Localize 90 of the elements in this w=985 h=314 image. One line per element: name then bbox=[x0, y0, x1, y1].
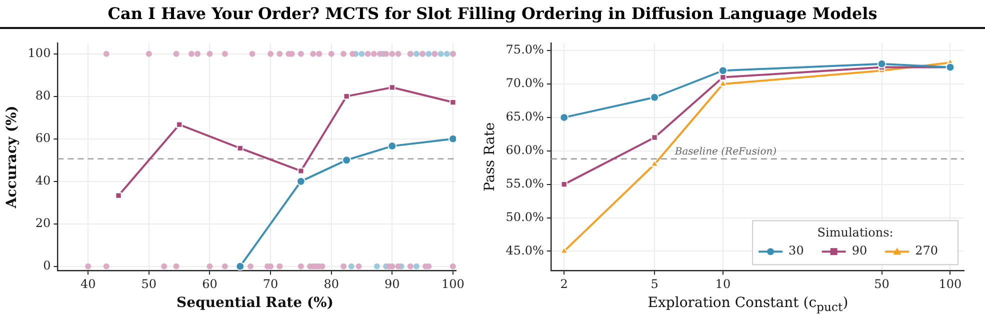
y-tick-label: 75.0% bbox=[506, 42, 544, 57]
x-tick-label: 60 bbox=[202, 276, 218, 291]
legend-title: Simulations: bbox=[817, 226, 894, 240]
legend-label: 30 bbox=[788, 244, 804, 258]
point bbox=[395, 50, 402, 57]
point bbox=[188, 50, 194, 57]
y-tick-label: 0 bbox=[43, 258, 51, 272]
point bbox=[342, 156, 352, 165]
point bbox=[276, 263, 283, 270]
point bbox=[146, 50, 152, 57]
y-tick-label: 70.0% bbox=[506, 76, 544, 90]
point bbox=[374, 263, 380, 270]
point bbox=[438, 50, 444, 57]
point bbox=[413, 263, 420, 270]
x-tick-label: 100 bbox=[442, 276, 464, 291]
y-tick-label: 40 bbox=[35, 173, 51, 188]
legend-label: 270 bbox=[915, 244, 938, 258]
point bbox=[249, 50, 256, 57]
legend-label: 90 bbox=[852, 244, 868, 258]
point bbox=[348, 263, 354, 270]
point bbox=[340, 263, 347, 270]
point bbox=[194, 50, 201, 57]
x-tick-label: 80 bbox=[324, 276, 339, 291]
point bbox=[316, 50, 322, 57]
point bbox=[350, 50, 356, 57]
point bbox=[395, 263, 402, 270]
point bbox=[268, 50, 274, 57]
y-tick-label: 20 bbox=[35, 216, 51, 230]
point bbox=[450, 263, 456, 270]
point bbox=[161, 263, 168, 270]
point bbox=[356, 263, 362, 270]
y-axis-title: Pass Rate bbox=[482, 122, 498, 192]
x-tick-label: 10 bbox=[715, 276, 731, 291]
x-axis-title: Sequential Rate (%) bbox=[176, 295, 334, 311]
point bbox=[388, 84, 396, 91]
point bbox=[298, 263, 304, 270]
x-tick-label: 2 bbox=[560, 276, 568, 291]
point bbox=[222, 263, 228, 270]
point bbox=[388, 142, 397, 151]
y-tick-label: 60 bbox=[35, 130, 51, 145]
point bbox=[407, 263, 414, 270]
x-tick-label: 5 bbox=[650, 276, 658, 291]
point bbox=[444, 50, 450, 57]
point bbox=[115, 192, 122, 199]
point bbox=[298, 168, 304, 174]
point bbox=[389, 50, 396, 57]
point bbox=[173, 50, 180, 57]
point bbox=[206, 263, 213, 270]
y-tick-label: 100 bbox=[28, 46, 51, 60]
point bbox=[370, 50, 377, 57]
point bbox=[298, 50, 304, 57]
x-axis-title: Exploration Constant (c$_{puct}$) bbox=[646, 295, 850, 314]
point bbox=[236, 262, 245, 271]
point bbox=[176, 121, 183, 128]
point bbox=[340, 50, 347, 57]
point bbox=[85, 263, 92, 270]
point bbox=[364, 50, 371, 57]
x-tick-label: 70 bbox=[262, 276, 278, 291]
point bbox=[450, 98, 456, 106]
y-tick-label: 60.0% bbox=[506, 143, 544, 158]
point bbox=[103, 263, 110, 270]
x-tick-label: 90 bbox=[384, 276, 400, 291]
text: Can I Have Your Order? MCTS for Slot Filling Ordering in Diffusion Language Models bbox=[0, 0, 985, 29]
point bbox=[343, 93, 350, 100]
ref-line-label: Baseline (ReFusion) bbox=[674, 146, 777, 158]
y-tick-label: 45.0% bbox=[506, 243, 544, 258]
point bbox=[310, 50, 316, 57]
y-tick-label: 55.0% bbox=[506, 176, 544, 190]
point bbox=[247, 263, 254, 270]
x-tick-label: 40 bbox=[80, 276, 96, 291]
point bbox=[358, 50, 365, 57]
y-tick-label: 65.0% bbox=[506, 110, 544, 124]
point bbox=[328, 50, 334, 57]
point bbox=[276, 50, 283, 57]
point bbox=[413, 50, 420, 57]
point bbox=[222, 50, 228, 57]
point bbox=[173, 263, 180, 270]
point bbox=[383, 50, 390, 57]
point bbox=[376, 50, 383, 57]
point bbox=[448, 134, 456, 144]
x-tick-label: 100 bbox=[938, 276, 962, 291]
y-axis-title: Accuracy (%) bbox=[4, 106, 20, 210]
x-tick-label: 50 bbox=[874, 276, 890, 291]
y-tick-label: 80 bbox=[35, 88, 51, 102]
x-tick-label: 50 bbox=[141, 276, 157, 291]
point bbox=[426, 50, 432, 57]
point bbox=[296, 176, 306, 186]
y-tick-label: 50.0% bbox=[506, 210, 544, 224]
point bbox=[103, 50, 110, 57]
point bbox=[206, 50, 213, 57]
